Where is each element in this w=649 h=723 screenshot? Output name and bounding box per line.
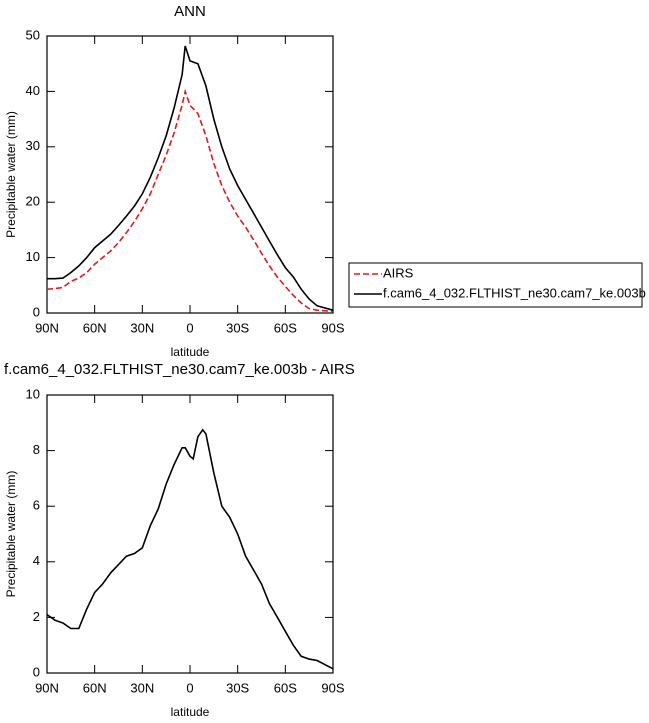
y-tick-label: 2: [33, 609, 40, 624]
legend-label: f.cam6_4_032.FLTHIST_ne30.cam7_ke.003b: [383, 285, 646, 300]
x-axis-label: latitude: [171, 705, 210, 719]
x-tick-label: 30S: [226, 320, 249, 335]
x-tick-label: 30N: [130, 320, 154, 335]
y-tick-label: 8: [33, 442, 40, 457]
y-tick-label: 0: [33, 664, 40, 679]
plot-frame: [46, 394, 334, 674]
x-tick-label: 60S: [274, 320, 297, 335]
data-line: [46, 88, 334, 313]
x-tick-label: 60N: [83, 680, 107, 695]
y-tick-label: 0: [33, 304, 40, 319]
chart-title: f.cam6_4_032.FLTHIST_ne30.cam7_ke.003b -…: [4, 361, 355, 378]
y-tick-label: 10: [26, 386, 40, 401]
y-axis-label: Precipitable water (mm): [4, 471, 18, 598]
y-tick-label: 30: [26, 138, 40, 153]
data-line: [47, 45, 334, 311]
y-tick-label: 20: [26, 194, 40, 209]
x-tick-label: 60S: [274, 680, 297, 695]
x-tick-label: 60N: [83, 320, 107, 335]
y-tick-label: 40: [26, 83, 40, 98]
x-tick-label: 30N: [130, 680, 154, 695]
y-tick-label: 4: [33, 553, 40, 568]
y-tick-label: 50: [26, 27, 40, 42]
x-tick-label: 90S: [321, 680, 344, 695]
x-tick-label: 30S: [226, 680, 249, 695]
x-axis-label: latitude: [171, 345, 210, 359]
y-tick-label: 6: [33, 498, 40, 513]
x-tick-label: 0: [186, 680, 193, 695]
plot-frame: [46, 35, 334, 314]
data-line: [46, 428, 334, 670]
chart-title: ANN: [174, 3, 206, 20]
y-tick-label: 10: [26, 249, 40, 264]
x-tick-label: 90N: [35, 680, 59, 695]
x-tick-label: 0: [186, 320, 193, 335]
legend-box: [348, 262, 643, 308]
x-tick-label: 90S: [321, 320, 344, 335]
x-tick-label: 90N: [35, 320, 59, 335]
legend-label: AIRS: [383, 265, 414, 280]
y-axis-label: Precipitable water (mm): [4, 111, 18, 238]
